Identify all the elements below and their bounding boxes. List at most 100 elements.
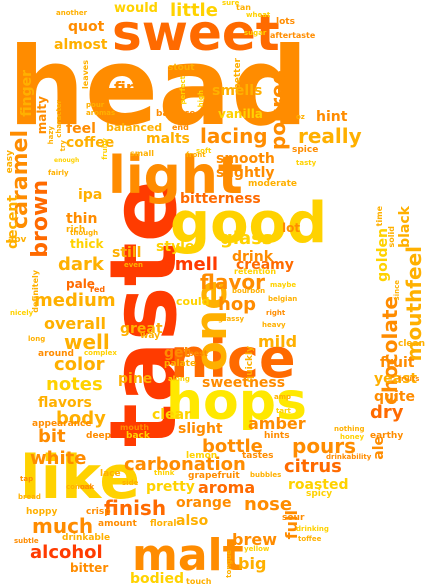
word: bitter <box>70 561 109 575</box>
word: smell <box>164 254 219 275</box>
word: drinking <box>296 525 329 533</box>
word: fruits <box>398 375 420 383</box>
word: aromas <box>86 109 116 117</box>
word: time <box>375 206 384 227</box>
word: around <box>38 349 74 359</box>
word: yellow <box>244 545 270 553</box>
word: amount <box>98 519 137 529</box>
word: thick <box>70 237 104 251</box>
word: front <box>186 151 206 159</box>
word: drinkable <box>62 533 111 543</box>
word: white <box>30 448 87 469</box>
word: spicy <box>306 489 333 499</box>
word: lace <box>100 469 121 479</box>
word: roasted <box>288 477 349 493</box>
word: style <box>156 239 195 255</box>
word: thin <box>66 211 98 227</box>
word: grapefruit <box>188 471 240 481</box>
word: clean <box>398 339 426 349</box>
word: bodied <box>130 571 184 587</box>
word: fruit <box>380 355 415 371</box>
word: quite <box>374 389 415 405</box>
word: small <box>130 149 154 158</box>
word: palate <box>164 359 197 369</box>
word: sure <box>222 0 240 7</box>
word: glass <box>220 228 273 249</box>
word: alcohol <box>30 542 103 563</box>
word: better <box>233 58 243 90</box>
word: brown <box>28 180 53 258</box>
word: character <box>55 100 63 138</box>
word: even <box>124 261 144 269</box>
word: aroma <box>198 478 256 497</box>
word: wheat <box>246 11 271 19</box>
word: amp <box>274 393 292 401</box>
word: notes <box>46 374 103 395</box>
word: malt <box>132 530 244 581</box>
word: spice <box>292 145 319 155</box>
word: touch <box>186 577 212 586</box>
word: comes <box>66 483 92 491</box>
word: lots <box>276 17 295 27</box>
word: complex <box>84 349 117 357</box>
word: good <box>170 191 328 256</box>
word: sugar <box>244 29 267 37</box>
word: crisp <box>86 507 111 517</box>
word: great <box>120 321 163 337</box>
word: fruity <box>101 138 109 160</box>
word: balanced <box>106 121 163 134</box>
word: flavor <box>200 270 265 294</box>
word: abv <box>8 235 27 245</box>
word: get <box>164 345 191 361</box>
word: maybe <box>270 281 297 289</box>
word: oak <box>80 483 95 491</box>
word: almost <box>54 37 108 53</box>
word: pretty <box>146 479 195 495</box>
word: bit <box>38 426 66 447</box>
word: slightly <box>216 165 275 181</box>
word: little <box>170 0 218 21</box>
word: pours <box>292 434 357 458</box>
word: would <box>114 1 158 16</box>
word: leaves <box>81 60 90 89</box>
word: finger <box>19 70 35 117</box>
word: right <box>266 309 286 317</box>
word: definitely <box>31 270 40 313</box>
word: strong <box>275 70 291 122</box>
word: tan <box>236 3 251 12</box>
word: head <box>8 25 309 150</box>
word: aftertaste <box>270 31 316 40</box>
word: enough <box>54 157 80 164</box>
word: since <box>393 280 401 301</box>
word: deep <box>86 431 112 441</box>
word: hoppy <box>26 507 58 517</box>
word: oz <box>296 113 305 121</box>
word: bread <box>18 493 41 501</box>
word: like <box>20 443 141 513</box>
word: brew <box>232 530 277 549</box>
word: hops <box>166 372 307 432</box>
word: creamy <box>236 257 294 273</box>
word: retention <box>234 267 277 276</box>
word: malts <box>146 131 190 147</box>
word: lot <box>282 221 301 235</box>
word: overall <box>44 314 106 333</box>
word: moderate <box>248 179 298 189</box>
word: pour <box>86 101 105 109</box>
word: hints <box>264 431 290 441</box>
word: medium <box>34 290 116 311</box>
word: clear <box>152 407 191 423</box>
word: pine <box>118 371 153 387</box>
word: rich <box>66 225 86 235</box>
word: finish <box>104 496 167 520</box>
word: mouth <box>120 423 150 432</box>
word: tap <box>20 475 34 483</box>
word: light <box>108 146 243 206</box>
word: grassy <box>218 315 245 323</box>
word: balance <box>156 109 196 119</box>
word: perfect <box>179 76 187 105</box>
word: tasty <box>296 159 317 167</box>
word: though <box>70 229 99 237</box>
word: dry <box>370 402 404 423</box>
